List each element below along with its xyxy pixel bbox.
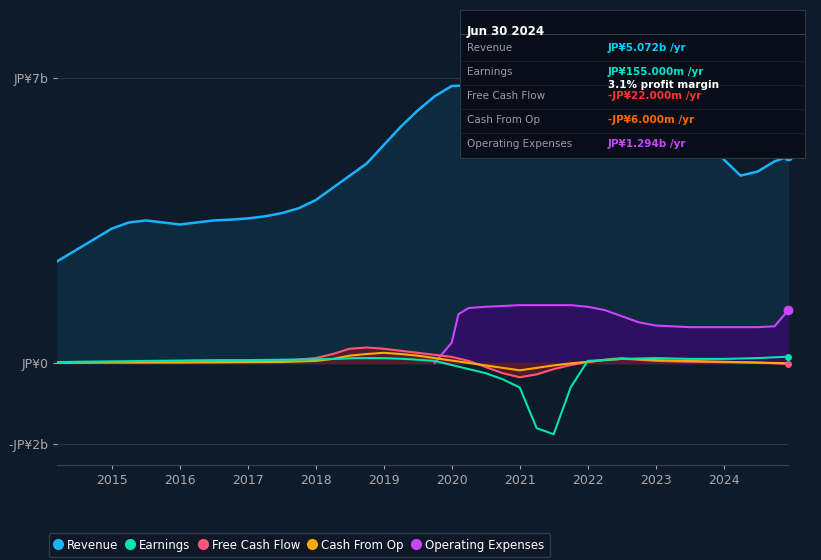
Text: Jun 30 2024: Jun 30 2024 [466, 25, 544, 38]
Text: 3.1% profit margin: 3.1% profit margin [608, 80, 718, 90]
Text: -JP¥22.000m /yr: -JP¥22.000m /yr [608, 91, 701, 101]
Text: Cash From Op: Cash From Op [466, 115, 539, 125]
Legend: Revenue, Earnings, Free Cash Flow, Cash From Op, Operating Expenses: Revenue, Earnings, Free Cash Flow, Cash … [48, 533, 550, 557]
Text: Earnings: Earnings [466, 67, 512, 77]
Text: JP¥155.000m /yr: JP¥155.000m /yr [608, 67, 704, 77]
Text: Free Cash Flow: Free Cash Flow [466, 91, 544, 101]
Text: -JP¥6.000m /yr: -JP¥6.000m /yr [608, 115, 694, 125]
Text: JP¥5.072b /yr: JP¥5.072b /yr [608, 43, 686, 53]
Text: Revenue: Revenue [466, 43, 511, 53]
Text: Operating Expenses: Operating Expenses [466, 138, 571, 148]
Text: JP¥1.294b /yr: JP¥1.294b /yr [608, 138, 686, 148]
